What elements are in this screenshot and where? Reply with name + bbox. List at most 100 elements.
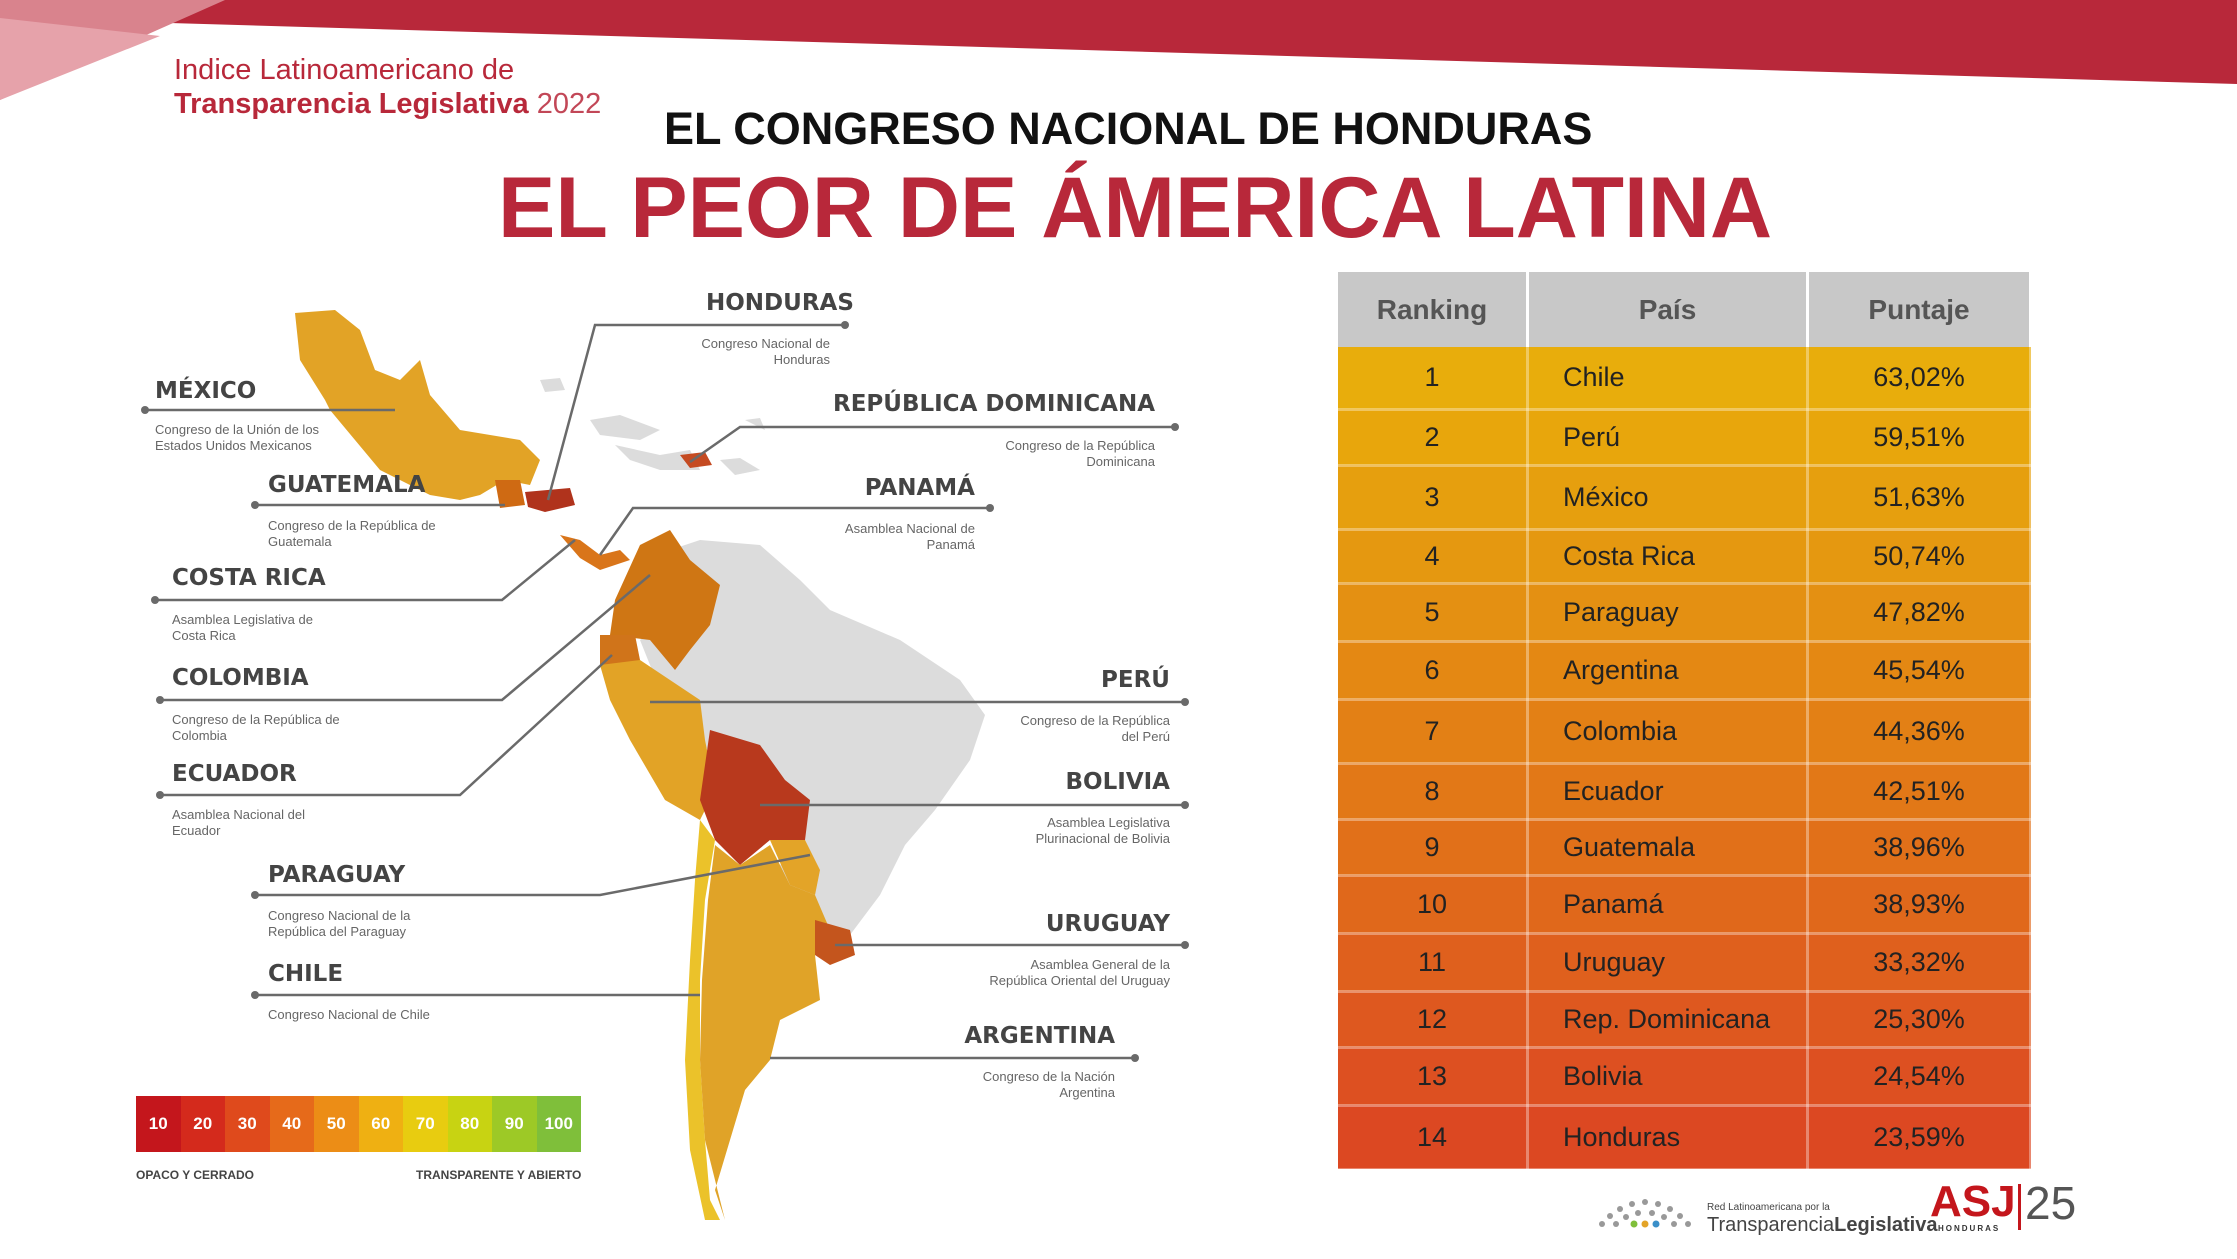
- legend-segment: 80: [447, 1096, 492, 1152]
- header-ranking: Ranking: [1338, 272, 1529, 347]
- table-row: 10 Panamá 38,93%: [1338, 875, 2032, 935]
- score-cell: 38,96%: [1807, 819, 2032, 877]
- legend-segment: 10: [136, 1096, 181, 1152]
- table-row: 11 Uruguay 33,32%: [1338, 933, 2032, 993]
- country-cell: Panamá: [1527, 875, 1809, 935]
- label-panama: PANAMÁ: [864, 475, 975, 501]
- bolivia-shape: [700, 730, 810, 865]
- rank-cell: 9: [1338, 819, 1529, 877]
- rank-cell: 14: [1338, 1105, 1529, 1171]
- country-cell: Guatemala: [1527, 819, 1809, 877]
- country-cell: Honduras: [1527, 1105, 1809, 1171]
- legend-segment: 60: [358, 1096, 403, 1152]
- country-cell: Colombia: [1527, 699, 1809, 765]
- chile-shape: [685, 820, 720, 1220]
- country-cell: Uruguay: [1527, 933, 1809, 993]
- rank-cell: 4: [1338, 529, 1529, 585]
- asj-years: 25: [2025, 1177, 2077, 1229]
- guatemala-shape: [495, 480, 525, 508]
- score-cell: 42,51%: [1807, 763, 2032, 821]
- colombia-shape: [610, 530, 720, 670]
- uruguay-shape: [815, 920, 855, 965]
- asj-divider: [2018, 1184, 2021, 1230]
- rank-cell: 5: [1338, 583, 1529, 643]
- page-subtitle: EL CONGRESO NACIONAL DE HONDURAS: [664, 103, 1593, 154]
- top-banner: [0, 0, 2237, 100]
- table-row: 2 Perú 59,51%: [1338, 409, 2032, 467]
- leader-honduras: [546, 323, 845, 501]
- country-cell: Bolivia: [1527, 1047, 1809, 1107]
- label-honduras: HONDURAS: [706, 290, 854, 316]
- paraguay-shape: [770, 840, 820, 895]
- label-argentina: ARGENTINA: [964, 1023, 1115, 1049]
- country-cell: Chile: [1527, 347, 1809, 411]
- table-header-row: Ranking País Puntaje: [1338, 272, 2032, 347]
- legend-segment: 30: [225, 1096, 270, 1152]
- label-guatemala: GUATEMALA: [268, 472, 426, 498]
- table-row: 9 Guatemala 38,96%: [1338, 819, 2032, 877]
- label-chile: CHILE: [268, 961, 344, 987]
- country-cell: Costa Rica: [1527, 529, 1809, 585]
- score-cell: 45,54%: [1807, 641, 2032, 701]
- central-south-shape: [560, 535, 630, 570]
- legend-segment: 40: [269, 1096, 314, 1152]
- page-title: EL PEOR DE ÁMERICA LATINA: [498, 160, 1773, 256]
- country-cell: Paraguay: [1527, 583, 1809, 643]
- legend-segment: 90: [492, 1096, 537, 1152]
- relat-big-text: TransparenciaLegislativa: [1707, 1214, 1938, 1236]
- label-uruguay: URUGUAY: [1045, 911, 1170, 937]
- table-row: 8 Ecuador 42,51%: [1338, 763, 2032, 821]
- rank-cell: 6: [1338, 641, 1529, 701]
- argentina-shape: [700, 845, 830, 1220]
- peru-shape: [600, 660, 715, 820]
- leader-ecuador: [160, 654, 613, 797]
- inst-paraguay: Congreso Nacional de la República del Par…: [268, 908, 411, 939]
- leader-costa-rica: [155, 539, 576, 602]
- score-cell: 44,36%: [1807, 699, 2032, 765]
- score-cell: 24,54%: [1807, 1047, 2032, 1107]
- mexico-shape: [295, 310, 540, 500]
- label-mexico: MÉXICO: [155, 378, 257, 404]
- label-bolivia: BOLIVIA: [1065, 769, 1170, 795]
- score-cell: 63,02%: [1807, 347, 2032, 411]
- rank-cell: 13: [1338, 1047, 1529, 1107]
- legend-segment: 20: [180, 1096, 225, 1152]
- honduras-shape: [525, 488, 575, 512]
- label-rep-dom: REPÚBLICA DOMINICANA: [832, 391, 1155, 417]
- label-colombia: COLOMBIA: [172, 665, 309, 691]
- legend-segment: 100: [536, 1096, 581, 1152]
- header-country: País: [1527, 272, 1809, 347]
- latin-america-map: [141, 310, 1189, 1220]
- label-costa-rica: COSTA RICA: [172, 565, 326, 591]
- brand-line-1: Indice Latinoamericano de: [174, 54, 515, 86]
- inst-rep-dom: Congreso de la República Dominicana: [1005, 438, 1155, 469]
- rank-cell: 3: [1338, 465, 1529, 531]
- inst-honduras: Congreso Nacional de Honduras: [701, 336, 830, 367]
- leader-paraguay: [255, 853, 811, 897]
- rank-cell: 2: [1338, 409, 1529, 467]
- score-cell: 47,82%: [1807, 583, 2032, 643]
- country-cell: Perú: [1527, 409, 1809, 467]
- country-cell: Argentina: [1527, 641, 1809, 701]
- leader-rep-dom: [689, 425, 1175, 464]
- rank-cell: 7: [1338, 699, 1529, 765]
- label-paraguay: PARAGUAY: [268, 862, 406, 888]
- country-cell: Rep. Dominicana: [1527, 991, 1809, 1049]
- table-row: 3 México 51,63%: [1338, 465, 2032, 531]
- label-peru: PERÚ: [1101, 667, 1170, 693]
- score-cell: 38,93%: [1807, 875, 2032, 935]
- leader-colombia: [160, 574, 651, 702]
- score-cell: 25,30%: [1807, 991, 2032, 1049]
- table-row: 14 Honduras 23,59%: [1338, 1105, 2032, 1171]
- inst-colombia: Congreso de la República de Colombia: [172, 712, 340, 743]
- table-row: 7 Colombia 44,36%: [1338, 699, 2032, 765]
- inst-chile: Congreso Nacional de Chile: [268, 1007, 430, 1022]
- asj-logo: ASJ: [1930, 1177, 2016, 1226]
- inst-panama: Asamblea Nacional de Panamá: [844, 521, 975, 552]
- table-row: 5 Paraguay 47,82%: [1338, 583, 2032, 643]
- country-cell: México: [1527, 465, 1809, 531]
- rank-cell: 10: [1338, 875, 1529, 935]
- score-cell: 51,63%: [1807, 465, 2032, 531]
- rank-cell: 1: [1338, 347, 1529, 411]
- rank-cell: 11: [1338, 933, 1529, 993]
